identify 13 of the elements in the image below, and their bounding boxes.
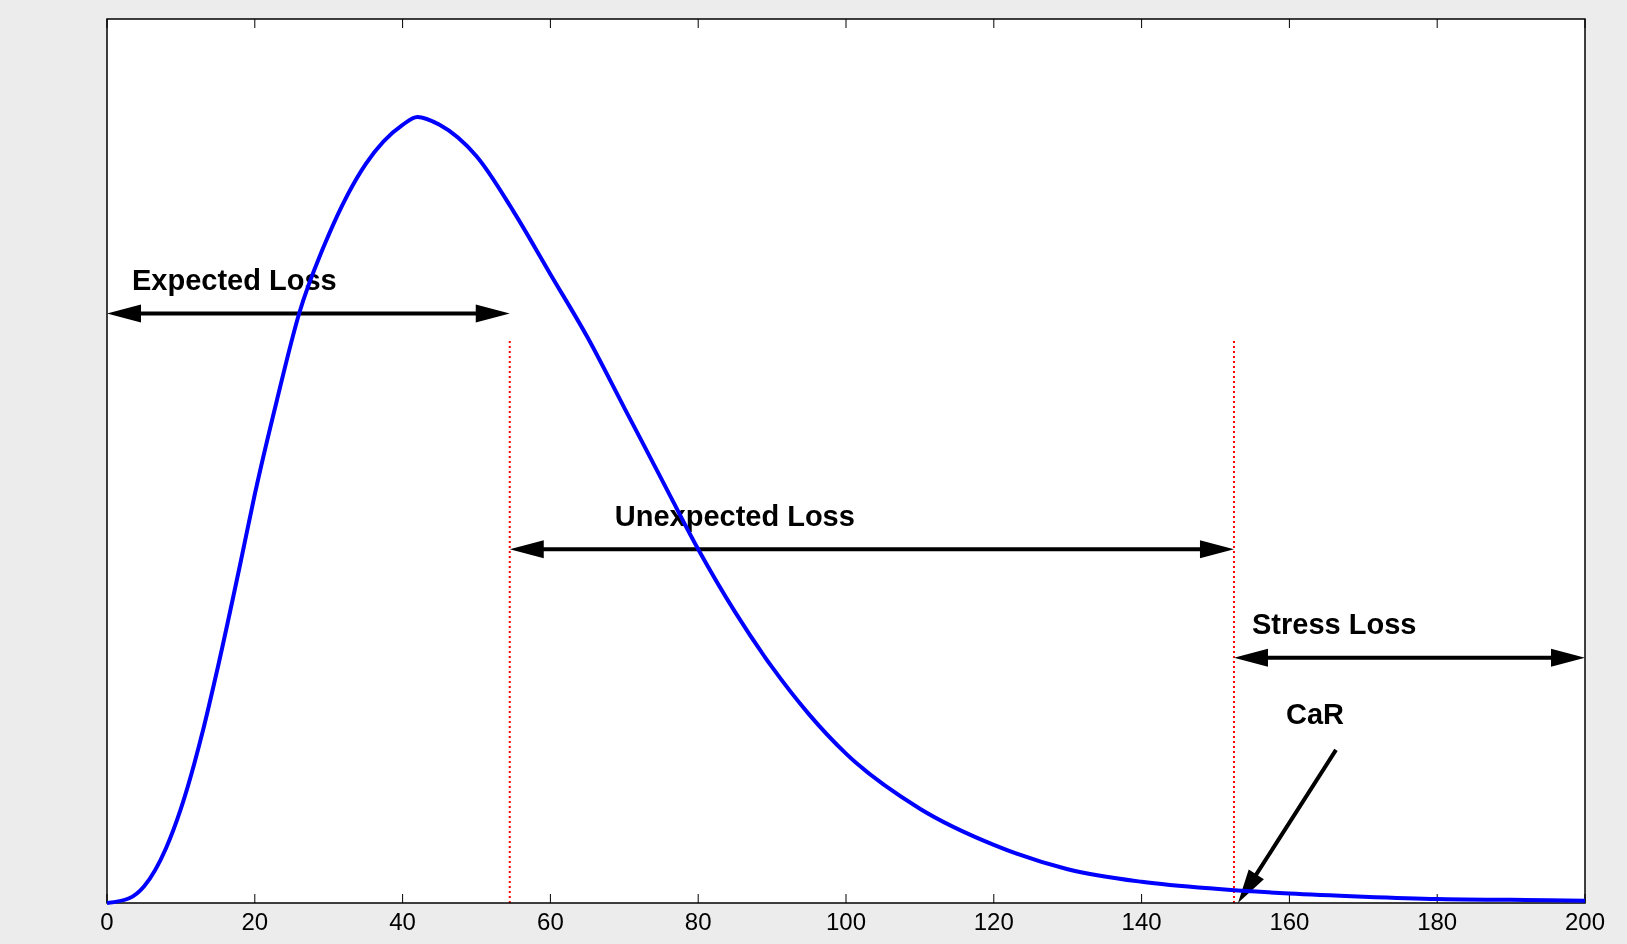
x-tick-label: 80 (684, 908, 712, 935)
x-tick-label: 180 (1417, 908, 1458, 935)
x-tick-label: 60 (537, 908, 564, 935)
x-tick-label: 120 (973, 908, 1014, 935)
x-tick-label: 200 (1564, 908, 1606, 935)
x-tick-label: 20 (241, 908, 269, 935)
x-tick-label: 140 (1121, 908, 1162, 935)
x-tick-label: 40 (389, 908, 416, 935)
annotation: Stress Loss (1251, 607, 1417, 640)
x-tick-label: 100 (825, 908, 867, 935)
x-tick-label: 0 (100, 908, 114, 935)
annotation: CaR (1285, 697, 1345, 730)
x-tick-label: 160 (1269, 908, 1310, 935)
